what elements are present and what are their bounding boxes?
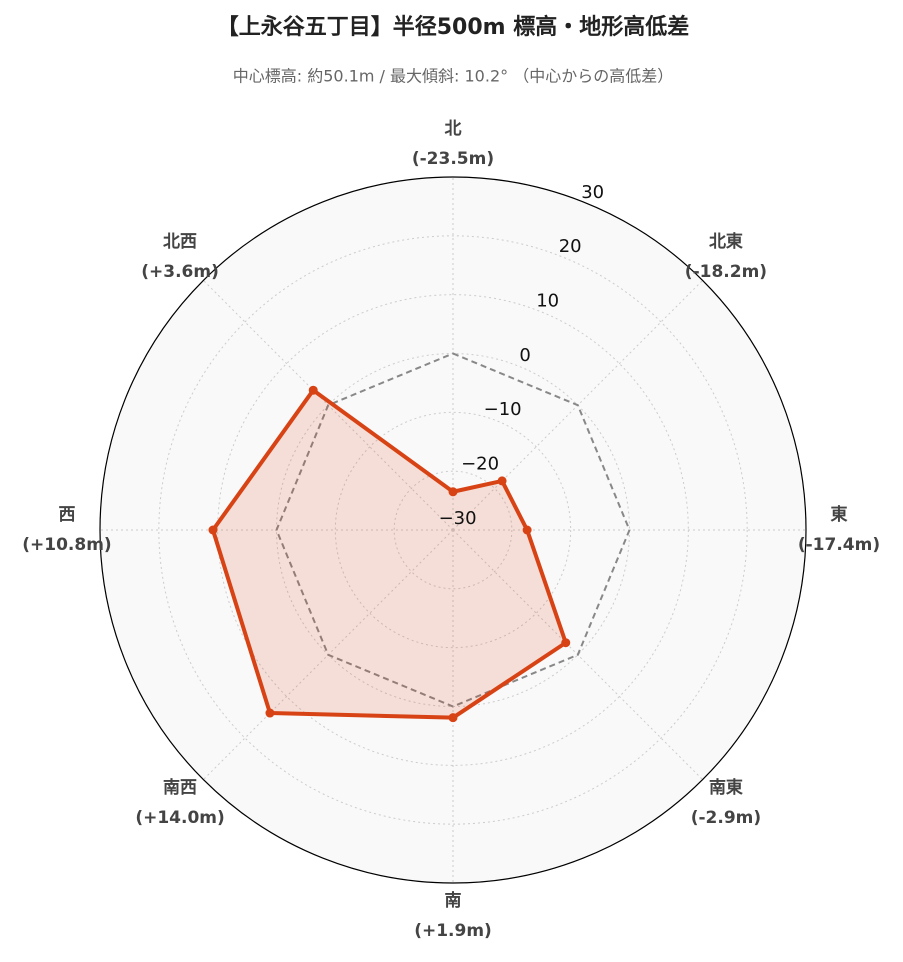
r-tick-label: −20 (461, 454, 499, 475)
value-label: (+10.8m) (22, 535, 111, 555)
chart-subtitle: 中心標高: 約50.1m / 最大傾斜: 10.2° （中心からの高低差） (233, 67, 673, 86)
r-tick-label: −30 (439, 508, 477, 529)
value-label: (+3.6m) (141, 262, 219, 282)
r-tick-label: 30 (581, 182, 604, 203)
category-label: 北東 (709, 231, 743, 252)
chart-title: 【上永谷五丁目】半径500m 標高・地形高低差 (217, 14, 690, 40)
grid-circle (158, 235, 748, 825)
data-point (522, 525, 532, 535)
r-tick-label: 0 (519, 345, 530, 366)
data-point (308, 385, 318, 395)
category-label: 西 (59, 505, 76, 525)
value-label: (-18.2m) (685, 262, 767, 282)
grid-circle (334, 411, 572, 649)
category-label: 南西 (163, 777, 197, 798)
r-tick-label: 10 (536, 290, 559, 311)
value-label: (-23.5m) (412, 149, 494, 169)
r-tick-label: −10 (484, 399, 522, 420)
data-point (448, 713, 458, 723)
value-label: (+1.9m) (414, 921, 492, 941)
category-label: 北西 (163, 232, 197, 252)
data-point (265, 708, 275, 718)
plot-border (99, 176, 807, 884)
value-label: (+14.0m) (135, 808, 224, 828)
value-label: (-2.9m) (691, 808, 761, 828)
category-label: 南 (445, 890, 462, 911)
grid-circle (393, 470, 513, 590)
data-point (448, 487, 458, 497)
value-label: (-17.4m) (798, 535, 880, 555)
category-label: 南東 (709, 777, 743, 798)
data-point (497, 476, 507, 486)
reference-line (275, 352, 631, 708)
data-point (208, 525, 218, 535)
category-label: 北 (445, 119, 462, 139)
data-point (561, 638, 571, 648)
category-label: 東 (831, 504, 848, 525)
r-tick-label: 20 (559, 236, 582, 257)
